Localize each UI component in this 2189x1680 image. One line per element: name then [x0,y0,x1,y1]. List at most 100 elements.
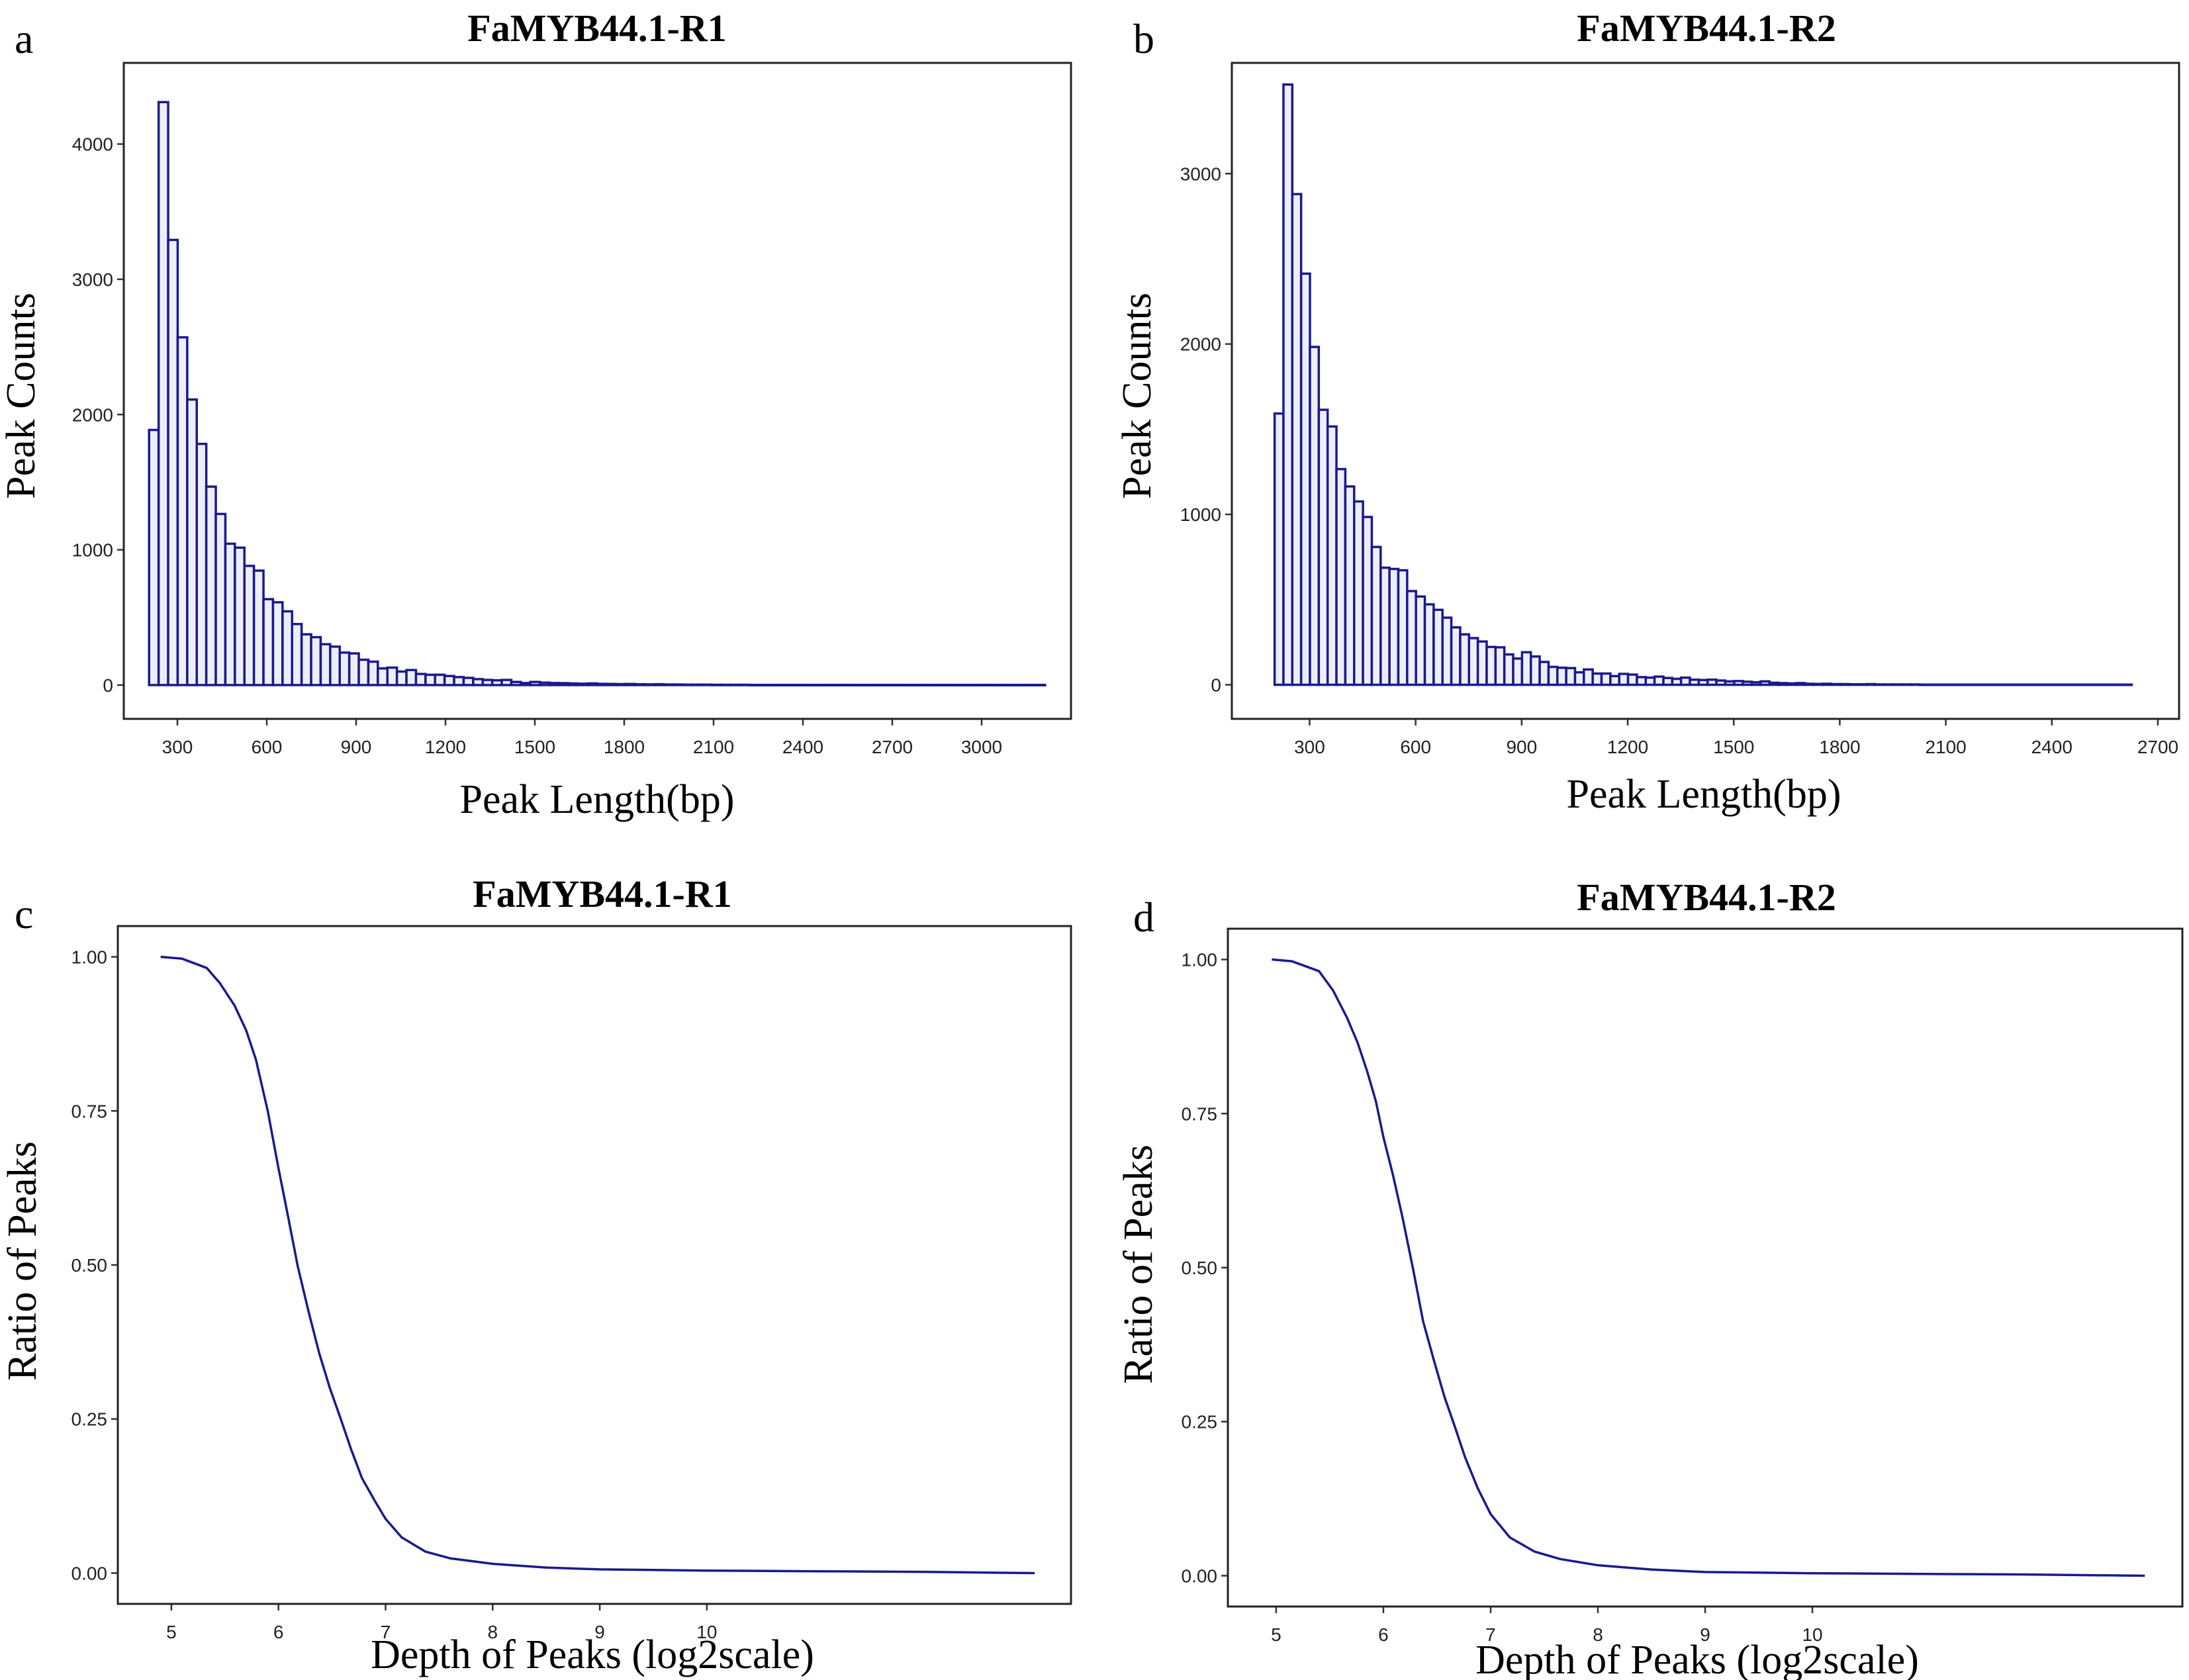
histogram-bar [2077,683,2089,686]
histogram-bar [806,683,817,686]
histogram-bar [195,442,208,686]
panel-a-x-ticks: 300 600 900 1200 1500 1800 2100 2400 2700 3000 [162,719,1002,757]
panel-d-plot-frame [1227,927,2184,1608]
histogram-bar [1547,665,1559,686]
histogram-bar [1573,671,1585,686]
panel-b-bars [1273,83,2133,686]
histogram-bar [1388,567,1400,686]
panel-c-plot-frame [116,925,1072,1605]
histogram-bar [776,683,789,686]
histogram-bar [1742,680,1753,686]
histogram-bar [1362,516,1374,686]
x-tick-label: 5 [166,1622,177,1642]
histogram-bar [939,683,951,686]
histogram-bar [2051,683,2063,686]
x-tick-label: 1200 [1607,737,1648,757]
histogram-bar [1309,346,1321,686]
histogram-bar [1015,683,1027,686]
x-tick-label: 2400 [782,737,823,757]
histogram-bar [720,683,732,686]
histogram-bar [1794,682,1806,686]
histogram-bar [1503,653,1514,686]
panel-c-y-ticks: 0.00 0.25 0.50 0.75 1.00 [71,947,118,1583]
y-tick-label: 0.75 [1182,1103,1218,1124]
histogram-bar [300,633,312,686]
x-tick-label: 8 [1593,1624,1603,1645]
panel-d-x-axis-title: Depth of Peaks (log2scale) [1475,1638,1919,1680]
panel-b-x-ticks: 300 600 900 1200 1500 1800 2100 2400 2700 [1294,719,2178,757]
histogram-bar [1989,683,2000,686]
histogram-bar [1352,500,1364,686]
histogram-bar [710,683,722,686]
histogram-bar [271,601,284,686]
histogram-bar [862,683,875,686]
histogram-bar [996,683,1008,686]
x-tick-label: 3000 [961,737,1002,757]
histogram-bar [1005,683,1018,686]
panel-a-y-ticks: 0 1000 2000 3000 4000 [72,134,124,696]
histogram-bar [834,683,847,686]
panel-d-title: FaMYB44.1-R2 [1577,876,1836,919]
histogram-bar [1556,667,1567,686]
histogram-bar [1467,637,1479,686]
histogram-bar [1644,676,1656,686]
histogram-bar [758,683,770,686]
histogram-bar [1998,683,2010,686]
histogram-bar [2033,683,2045,686]
histogram-bar [1282,83,1294,686]
y-tick-label: 0.00 [71,1563,108,1583]
histogram-bar [1733,680,1744,686]
histogram-bar [919,683,932,686]
histogram-bar [1273,412,1285,686]
histogram-bar [329,645,342,686]
histogram-bar [1671,677,1683,686]
histogram-bar [653,682,665,686]
x-tick-label: 2700 [2137,737,2178,757]
histogram-bar [2121,683,2133,686]
histogram-bar [901,683,913,686]
histogram-bar [1883,683,1894,686]
panel-a-bars [148,101,1047,686]
histogram-bar [186,398,199,686]
histogram-bar [205,485,217,686]
histogram-bar [700,683,713,686]
histogram-bar [538,681,551,686]
x-tick-label: 2700 [872,737,913,757]
histogram-bar [1529,655,1541,686]
panel-d-y-axis-title: Ratio of Peaks [1116,1144,1161,1384]
panel-a-x-axis-title: Peak Length(bp) [460,777,735,822]
x-tick-label: 5 [1271,1624,1281,1645]
histogram-bar [949,683,960,686]
histogram-bar [1945,683,1957,686]
histogram-bar [853,683,865,686]
y-tick-label: 3000 [1180,163,1221,184]
histogram-bar [319,643,332,686]
y-tick-label: 0.00 [1182,1565,1218,1586]
histogram-bar [1963,683,1974,686]
x-tick-label: 2100 [693,737,734,757]
histogram-bar [1786,682,1797,686]
histogram-bar [214,512,227,686]
histogram-bar [520,682,532,686]
histogram-bar [434,673,446,686]
histogram-bar [1750,680,1762,686]
histogram-bar [1397,569,1409,686]
panel-letter-a: a [15,15,33,62]
histogram-bar [234,546,246,686]
histogram-bar [443,675,455,686]
histogram-bar [1927,683,1939,686]
panel-d-curve [1272,958,2145,1577]
panel-b-plot-frame [1231,62,2180,720]
histogram-bar [1971,683,1983,686]
x-tick-label: 8 [488,1622,498,1642]
panel-letter-b: b [1133,15,1154,62]
histogram-bar [1450,626,1462,686]
x-tick-label: 7 [381,1622,391,1642]
histogram-bar [490,679,503,686]
y-tick-label: 0 [103,675,113,696]
histogram-bar [1583,668,1594,686]
histogram-bar [424,673,436,686]
panel-b-peak-length-histogram-r2: b FaMYB44.1-R2 Peak Counts Peak Length(b… [1115,7,2180,817]
